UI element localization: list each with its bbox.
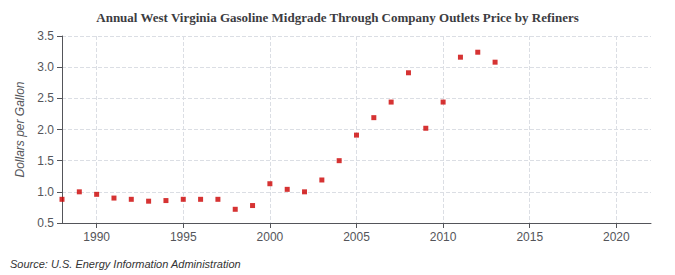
svg-text:2010: 2010 [430,230,457,244]
svg-text:2000: 2000 [257,230,284,244]
svg-text:Annual West Virginia Gasoline: Annual West Virginia Gasoline Midgrade T… [96,10,578,25]
svg-text:2.5: 2.5 [37,91,54,105]
svg-text:3.0: 3.0 [37,60,54,74]
svg-text:1995: 1995 [170,230,197,244]
svg-text:3.5: 3.5 [37,29,54,43]
svg-text:2.0: 2.0 [37,123,54,137]
svg-text:0.5: 0.5 [37,216,54,230]
svg-text:2005: 2005 [343,230,370,244]
svg-text:2020: 2020 [603,230,630,244]
svg-text:2015: 2015 [516,230,543,244]
svg-text:Dollars per Gallon: Dollars per Gallon [13,81,27,177]
svg-text:Source: U.S. Energy Informatio: Source: U.S. Energy Information Administ… [10,258,241,270]
svg-text:1990: 1990 [83,230,110,244]
svg-text:1.0: 1.0 [37,185,54,199]
svg-text:1.5: 1.5 [37,154,54,168]
